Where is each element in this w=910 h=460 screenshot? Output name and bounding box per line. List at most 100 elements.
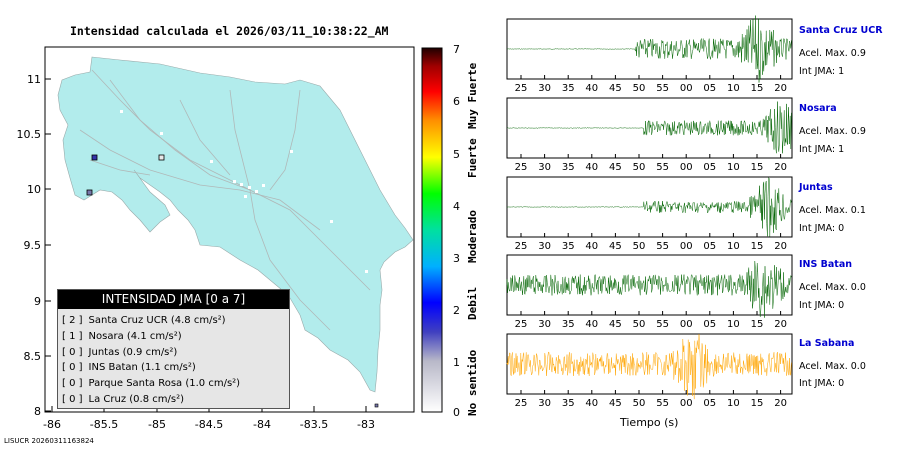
map-y-tick: 9 (34, 295, 41, 308)
trace-tick-label: 00 (680, 162, 693, 173)
station-name: Nosara (799, 103, 837, 114)
seismic-trace (506, 334, 792, 400)
trace-tick-label: 15 (751, 162, 764, 173)
trace-tick-label: 35 (562, 241, 575, 252)
seismic-trace (506, 101, 792, 154)
trace-tick-label: 05 (703, 162, 716, 173)
trace-tick-label: 55 (656, 162, 669, 173)
seismic-trace (506, 260, 792, 318)
trace-tick-label: 10 (727, 319, 740, 330)
station-acel: Acel. Max. 0.9 (799, 126, 866, 137)
trace-tick-label: 15 (751, 319, 764, 330)
trace-tick-label: 30 (538, 398, 551, 409)
legend-entry: [ 0 ] Parque Santa Rosa (1.0 cm/s²) (58, 376, 289, 392)
trace-tick-label: 50 (633, 398, 646, 409)
map-y-tick: 11 (27, 73, 41, 86)
station-name: La Sabana (799, 338, 855, 349)
legend-title: INTENSIDAD JMA [0 a 7] (58, 290, 289, 309)
trace-tick-label: 35 (562, 398, 575, 409)
station-marker (374, 403, 379, 408)
legend-entry: [ 0 ] Juntas (0.9 cm/s²) (58, 345, 289, 361)
trace-tick-label: 20 (774, 241, 787, 252)
legend-level: [ 0 ] (62, 378, 83, 390)
station-name: Santa Cruz UCR (799, 25, 883, 36)
station-name: Juntas (799, 182, 833, 193)
map-x-tick: -83 (357, 418, 375, 431)
station-marker-santa-cruz (91, 154, 98, 161)
map-x-tick: -83.5 (300, 418, 328, 431)
trace-tick-label: 45 (609, 398, 622, 409)
trace-tick-label: 10 (727, 241, 740, 252)
map-x-tick: -84.5 (195, 418, 223, 431)
trace-tick-label: 40 (585, 398, 598, 409)
map-x-tick: -86 (43, 418, 61, 431)
trace-tick-label: 20 (774, 398, 787, 409)
map-x-tick: -85 (148, 418, 166, 431)
legend-text: Santa Cruz UCR (4.8 cm/s²) (88, 315, 226, 326)
legend-level: [ 1 ] (62, 330, 83, 342)
station-acel: Acel. Max. 0.0 (799, 282, 866, 293)
map-y-tick: 8.5 (24, 350, 42, 363)
trace-tick-label: 55 (656, 83, 669, 94)
city-points (120, 110, 368, 273)
seismic-trace (506, 177, 792, 237)
map-x-tick: -85.5 (90, 418, 118, 431)
trace-tick-label: 55 (656, 398, 669, 409)
station-int: Int JMA: 0 (799, 300, 845, 311)
legend-entry: [ 0 ] La Cruz (0.8 cm/s²) (58, 392, 289, 408)
trace-tick-label: 50 (633, 319, 646, 330)
station-acel: Acel. Max. 0.1 (799, 205, 866, 216)
legend-entry: [ 2 ] Santa Cruz UCR (4.8 cm/s²) (58, 313, 289, 329)
legend-text: Juntas (0.9 cm/s²) (88, 346, 178, 358)
trace-tick-label: 40 (585, 319, 598, 330)
trace-tick-label: 00 (680, 398, 693, 409)
trace-tick-label: 55 (656, 241, 669, 252)
trace-tick-label: 20 (774, 83, 787, 94)
trace-tick-label: 45 (609, 241, 622, 252)
trace-tick-label: 30 (538, 162, 551, 173)
legend-text: INS Batan (1.1 cm/s²) (88, 362, 196, 374)
trace-tick-label: 15 (751, 83, 764, 94)
trace-tick-label: 50 (633, 241, 646, 252)
station-acel: Acel. Max. 0.0 (799, 361, 866, 372)
trace-tick-label: 30 (538, 241, 551, 252)
trace-tick-label: 30 (538, 319, 551, 330)
trace-tick-label: 45 (609, 319, 622, 330)
trace-tick-label: 40 (585, 83, 598, 94)
station-acel: Acel. Max. 0.9 (799, 48, 866, 59)
map-y-tick: 10 (27, 183, 41, 196)
legend-text: Parque Santa Rosa (1.0 cm/s²) (88, 378, 241, 390)
trace-tick-label: 35 (562, 83, 575, 94)
station-int: Int JMA: 1 (799, 66, 845, 77)
map-y-tick: 9.5 (24, 239, 42, 252)
legend-level: [ 2 ] (62, 315, 83, 326)
station-int: Int JMA: 0 (799, 378, 845, 389)
trace-tick-label: 35 (562, 319, 575, 330)
map-y-tick: 8 (34, 405, 41, 418)
legend-text: Nosara (4.1 cm/s²) (88, 330, 182, 342)
trace-tick-label: 55 (656, 319, 669, 330)
intensity-legend: INTENSIDAD JMA [0 a 7] [ 2 ] Santa Cruz U… (57, 289, 290, 409)
trace-tick-label: 00 (680, 241, 693, 252)
legend-text: La Cruz (0.8 cm/s²) (88, 393, 184, 405)
legend-entry: [ 0 ] INS Batan (1.1 cm/s²) (58, 360, 289, 376)
map-x-tick: -84 (253, 418, 271, 431)
station-marker (158, 154, 165, 161)
trace-tick-label: 10 (727, 162, 740, 173)
trace-tick-label: 25 (515, 83, 528, 94)
legend-entry: [ 1 ] Nosara (4.1 cm/s²) (58, 329, 289, 345)
trace-tick-label: 40 (585, 241, 598, 252)
trace-tick-label: 45 (609, 162, 622, 173)
costa-rica-landmass (57, 56, 414, 393)
legend-level: [ 0 ] (62, 346, 83, 358)
trace-tick-label: 50 (633, 162, 646, 173)
trace-tick-label: 45 (609, 83, 622, 94)
trace-tick-label: 25 (515, 241, 528, 252)
trace-tick-label: 05 (703, 319, 716, 330)
trace-tick-label: 00 (680, 319, 693, 330)
map-title: Intensidad calculada el 2026/03/11_10:38… (70, 24, 389, 38)
trace-panel (506, 333, 793, 395)
trace-tick-label: 10 (727, 398, 740, 409)
station-marker-nosara (86, 189, 93, 196)
